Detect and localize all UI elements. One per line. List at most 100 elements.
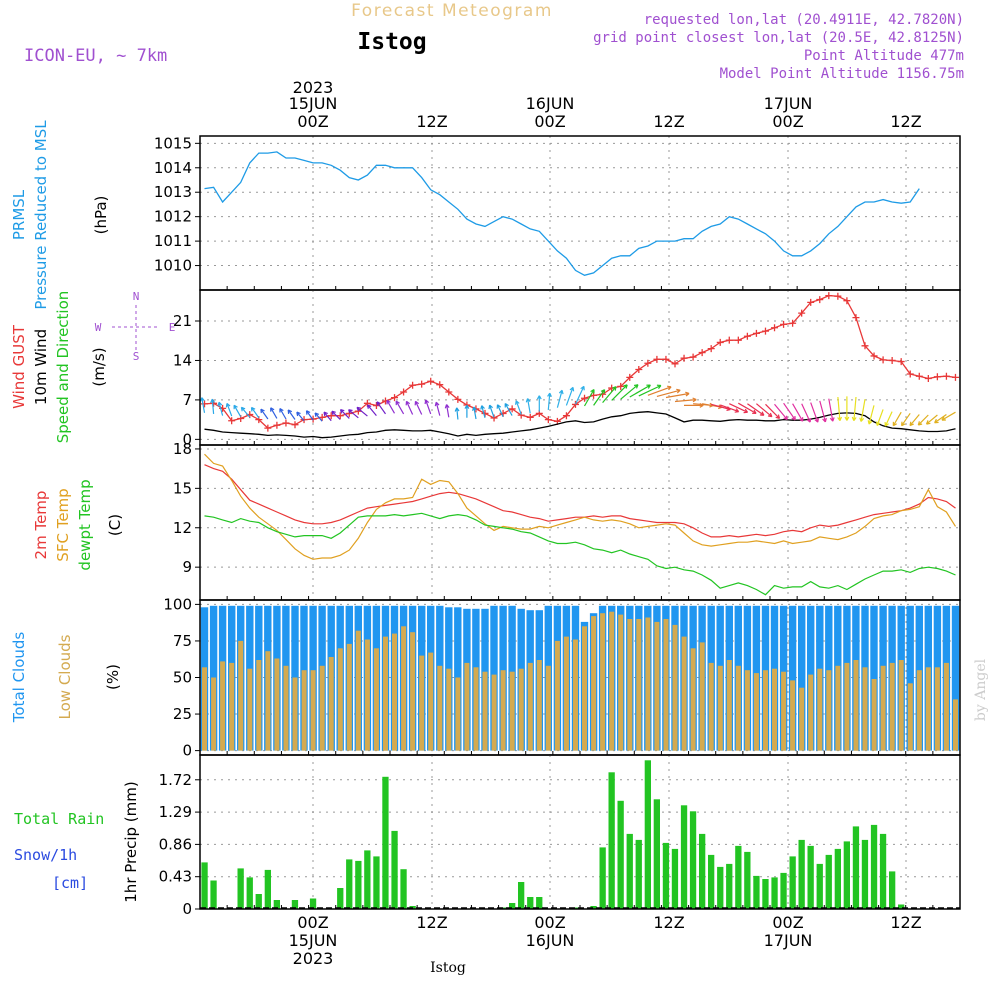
model-altitude: Model Point Altitude 1156.75m xyxy=(720,66,964,82)
total-cloud-bar xyxy=(906,605,914,751)
gust-marker xyxy=(698,349,706,357)
low-cloud-bar xyxy=(934,667,940,751)
compass-s: S xyxy=(133,350,140,363)
low-cloud-bar xyxy=(925,667,931,751)
temperature-ytick-label-0: 9 xyxy=(182,558,192,576)
gust-marker xyxy=(924,374,932,382)
sfc-temp-line xyxy=(204,453,957,560)
rain-bar xyxy=(364,850,371,909)
wind-direction-arrow xyxy=(801,403,812,423)
wind-direction-arrow xyxy=(747,403,765,416)
wind-direction-arrow xyxy=(593,389,606,406)
wind-direction-arrow xyxy=(240,406,251,418)
low-cloud-bar xyxy=(726,660,732,751)
precip-ytick-label-2: 0.86 xyxy=(159,835,192,853)
wind-direction-arrow xyxy=(901,412,911,427)
gust-marker xyxy=(707,345,715,353)
wind-direction-arrow xyxy=(810,402,819,423)
top-year: 2023 xyxy=(293,78,334,97)
point-altitude: Point Altitude 477m xyxy=(804,48,964,64)
rain-bar xyxy=(590,906,597,909)
rain-bar xyxy=(680,805,688,909)
wind-direction-arrow xyxy=(934,414,947,424)
precip-ytick-label-0: 0 xyxy=(182,900,192,918)
low-cloud-bar xyxy=(763,670,768,751)
wind-direction-arrow xyxy=(339,409,350,419)
wind-direction-arrow xyxy=(366,404,377,416)
gust-marker xyxy=(544,416,552,424)
cloud-unit: (%) xyxy=(104,664,122,690)
low-cloud-bar xyxy=(211,677,217,751)
precip-unit: 1hr Precip (mm) xyxy=(122,781,140,902)
gust-marker xyxy=(635,365,643,373)
low-cloud-bar xyxy=(654,621,660,751)
wind-ytick-label-3: 21 xyxy=(173,312,192,330)
snow-unit: [cm] xyxy=(52,874,88,892)
rain-bar xyxy=(536,897,543,909)
rain-bar xyxy=(762,879,769,909)
wind-direction-arrow xyxy=(656,388,681,397)
low-cloud-bar xyxy=(781,671,787,751)
rain-bar xyxy=(391,830,398,909)
wind-direction-arrow xyxy=(504,402,513,416)
compass-e: E xyxy=(169,321,176,334)
low-cloud-bar xyxy=(292,677,298,751)
precip-ytick-label-3: 1.29 xyxy=(159,803,192,821)
precip-ytick-label-1: 0.43 xyxy=(159,868,192,886)
pressure-ytick-label-2: 1012 xyxy=(154,208,192,226)
low-cloud-bar xyxy=(373,648,379,751)
gust-line xyxy=(204,294,956,429)
gust-marker xyxy=(897,358,905,366)
low-cloud-bar xyxy=(536,660,542,751)
pressure-labels: PRMSL Pressure Reduced to MSL (hPa) xyxy=(10,120,110,310)
bottom-date-2: 16JUN xyxy=(526,931,575,950)
gust-marker xyxy=(454,395,462,403)
gust-marker xyxy=(508,405,516,413)
low-cloud-bar xyxy=(871,679,877,751)
low-cloud-bar xyxy=(853,660,859,751)
requested-point: requested lon,lat (20.4911E, 42.7820N) xyxy=(644,12,964,28)
program-title: Forecast Meteogram xyxy=(351,1,553,21)
low-cloud-bar xyxy=(265,651,271,751)
bottom-hour-5: 00Z xyxy=(772,913,803,932)
bottom-date-1: 15JUN xyxy=(289,931,338,950)
low-cloud-bar xyxy=(880,665,886,751)
plot-panels: 1010101110121013101410150714219121518025… xyxy=(154,134,961,918)
wind-direction-arrow xyxy=(314,412,323,422)
wind-speed-line xyxy=(204,411,956,439)
wind-labels: Wind GUST 10m Wind Speed and Direction (… xyxy=(10,291,108,444)
rain-bar xyxy=(699,833,706,909)
low-cloud-bar xyxy=(319,665,325,751)
low-cloud-bar xyxy=(690,648,696,751)
gust-marker xyxy=(581,394,589,402)
gust-marker xyxy=(409,381,417,389)
gust-marker xyxy=(490,414,498,422)
low-cloud-bar xyxy=(410,632,416,751)
gust-marker xyxy=(906,370,914,378)
low-cloud-bar xyxy=(898,660,904,751)
gust-marker xyxy=(789,319,797,327)
gust-marker xyxy=(617,382,625,390)
rain-bar xyxy=(355,860,362,909)
top-hour-3: 00Z xyxy=(534,112,565,131)
gust-marker xyxy=(291,421,299,429)
gust-marker xyxy=(327,412,335,420)
wind-direction-arrow xyxy=(629,384,651,398)
rain-bar xyxy=(789,856,796,909)
wind-direction-arrow xyxy=(323,411,332,422)
wind-direction-arrow xyxy=(444,404,450,418)
gust-marker xyxy=(418,380,426,388)
rain-bar xyxy=(771,877,778,909)
wind-direction-arrow xyxy=(583,388,595,407)
pressure-ytick-label-0: 1010 xyxy=(154,257,192,275)
wind-direction-arrow xyxy=(424,399,432,415)
rain-bar xyxy=(852,826,860,909)
precip-frame xyxy=(199,754,961,910)
top-hour-2: 12Z xyxy=(416,112,447,131)
rain-bar xyxy=(744,851,751,909)
wind-direction-arrow xyxy=(386,399,396,414)
gust-marker xyxy=(436,381,444,389)
low-cloud-bar xyxy=(545,665,551,751)
bottom-hour-4: 12Z xyxy=(653,913,684,932)
low-cloud-bar xyxy=(247,668,253,751)
